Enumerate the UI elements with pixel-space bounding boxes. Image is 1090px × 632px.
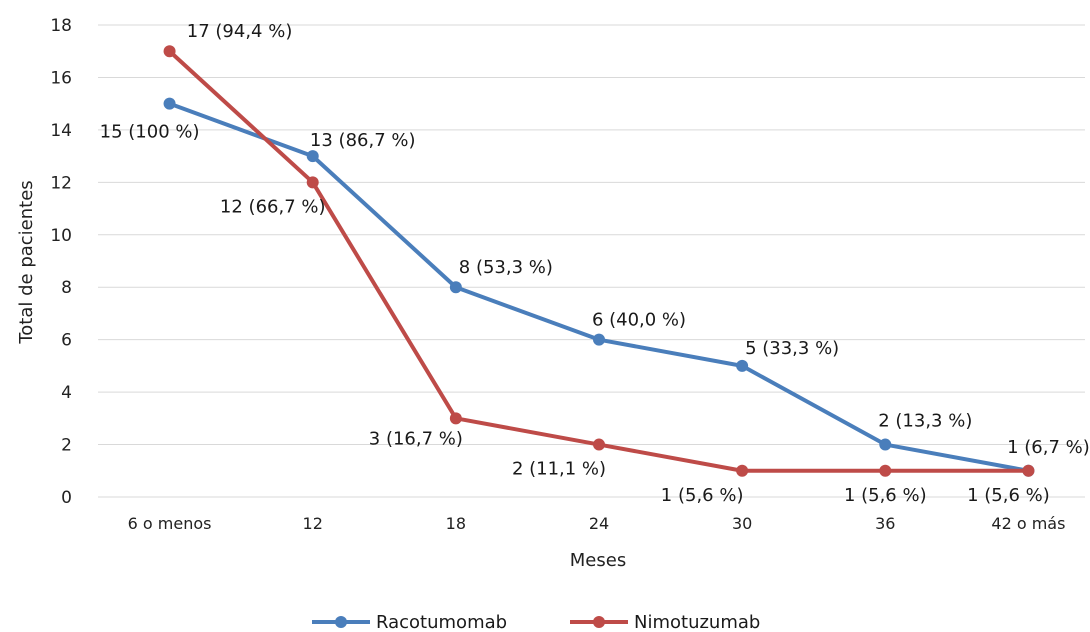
legend-marker [335,616,347,628]
x-tick-label: 24 [589,514,609,533]
data-label: 17 (94,4 %) [187,21,293,42]
y-axis-ticks: 0 2 4 6 8 10 12 14 16 18 [50,16,72,508]
x-tick-label: 12 [303,514,323,533]
data-point [593,333,605,346]
data-label: 15 (100 %) [100,122,200,143]
x-axis-title: Meses [570,550,626,571]
data-label: 1 (5,6 %) [844,485,927,506]
y-tick-label: 16 [50,68,72,88]
data-point [593,438,605,451]
data-label: 3 (16,7 %) [369,428,463,449]
x-tick-label: 6 o menos [128,514,212,533]
data-point [306,150,319,163]
x-axis-ticks: 6 o menos 12 18 24 30 36 42 o más [128,514,1066,533]
x-tick-label: 18 [446,514,466,533]
data-label: 8 (53,3 %) [459,257,553,278]
data-label: 1 (6,7 %) [1007,437,1090,458]
y-tick-label: 18 [50,16,72,36]
data-label: 2 (11,1 %) [512,459,606,480]
data-label: 2 (13,3 %) [878,411,972,432]
data-label: 12 (66,7 %) [220,196,326,217]
data-point [736,359,749,372]
data-point [879,464,892,477]
data-point [449,412,462,425]
y-tick-label: 10 [50,226,72,246]
y-axis-title: Total de pacientes [16,180,37,344]
series-lines [163,45,1035,477]
gridlines [98,24,1085,498]
y-tick-label: 0 [61,488,72,508]
y-tick-label: 14 [50,121,72,141]
data-label: 6 (40,0 %) [592,310,686,331]
data-label: 1 (5,6 %) [967,485,1050,506]
legend: Racotumomab Nimotuzumab [312,612,760,632]
legend-label: Racotumomab [376,612,507,632]
data-label: 1 (5,6 %) [661,485,744,506]
y-tick-label: 6 [61,331,72,351]
data-labels: 15 (100 %) 13 (86,7 %) 8 (53,3 %) 6 (40,0 %… [100,21,1090,506]
x-tick-label: 36 [875,514,895,533]
y-tick-label: 2 [61,436,72,456]
data-label: 13 (86,7 %) [310,130,416,151]
y-tick-label: 12 [50,173,72,193]
legend-marker [593,616,605,628]
data-point [736,464,749,477]
data-point [163,45,176,58]
y-tick-label: 4 [61,383,72,403]
data-point [306,176,319,189]
data-point [163,97,176,110]
data-point [449,281,462,294]
series-line-1 [168,49,1029,473]
legend-label: Nimotuzumab [634,612,760,632]
x-tick-label: 30 [732,514,752,533]
data-label: 5 (33,3 %) [745,338,839,359]
y-tick-label: 8 [61,278,72,298]
x-tick-label: 42 o más [991,514,1065,533]
data-point [879,438,892,451]
data-point [1022,464,1035,477]
